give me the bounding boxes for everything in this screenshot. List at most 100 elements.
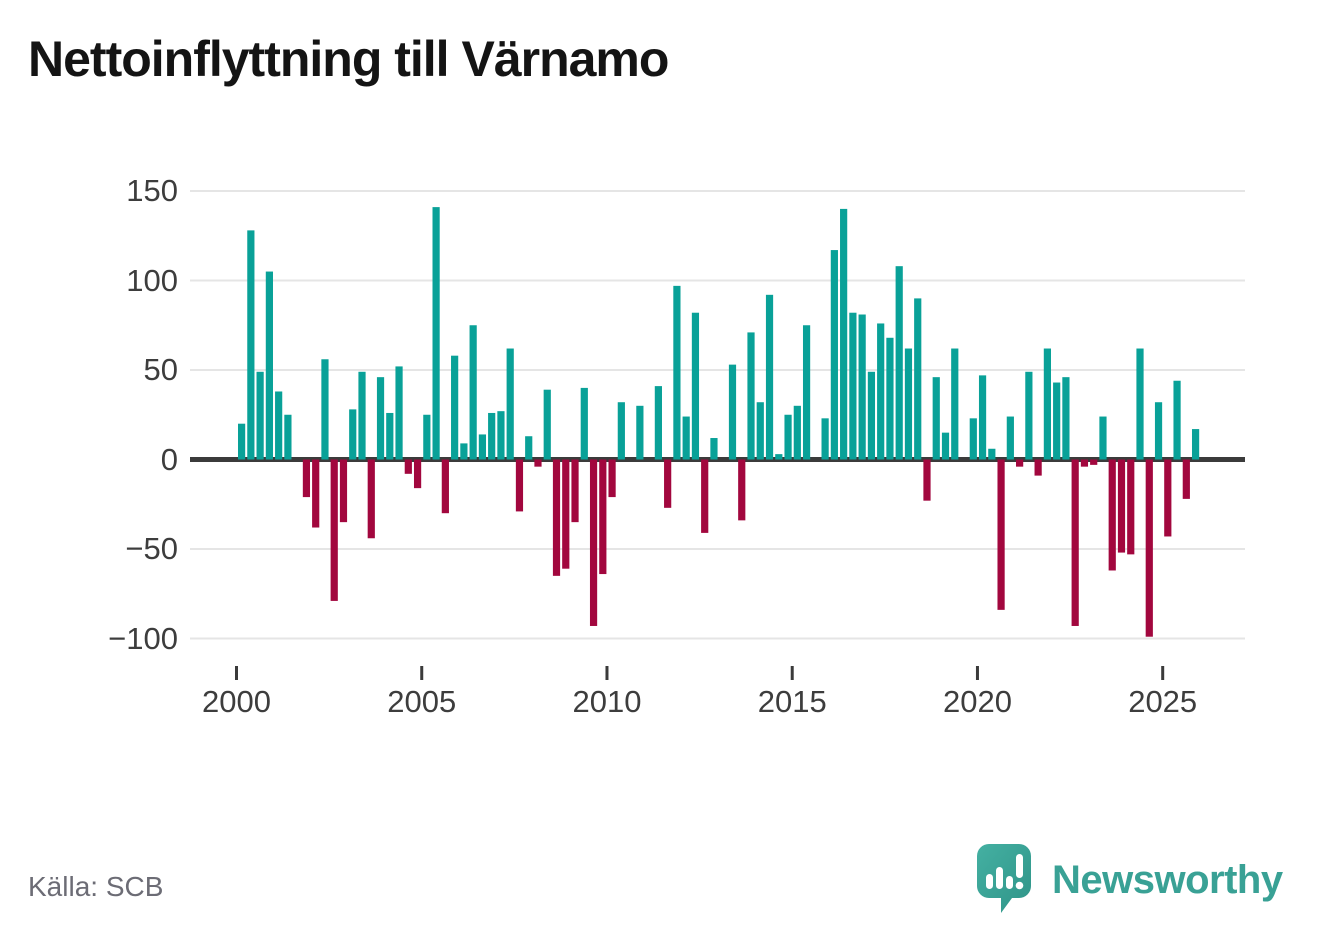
bar-positive bbox=[247, 230, 255, 460]
bar-positive bbox=[580, 387, 588, 460]
bar-negative bbox=[701, 459, 709, 533]
bar-positive bbox=[395, 366, 403, 460]
bar-negative bbox=[664, 459, 672, 508]
bar-positive bbox=[821, 418, 829, 460]
bar-positive bbox=[1053, 382, 1061, 460]
bar-negative bbox=[552, 459, 561, 576]
bar-positive bbox=[1062, 377, 1070, 460]
speech-bubble-shape bbox=[977, 844, 1031, 913]
y-axis-label-0: 0 bbox=[160, 441, 178, 477]
bar-negative bbox=[312, 459, 320, 528]
bar-positive bbox=[691, 312, 700, 460]
bar-positive bbox=[932, 377, 940, 460]
bar-negative bbox=[302, 459, 311, 498]
bar-negative bbox=[404, 459, 412, 474]
chart-title: Nettoinflyttning till Värnamo bbox=[28, 31, 669, 87]
bar-positive bbox=[376, 377, 385, 460]
bar-negative bbox=[997, 459, 1005, 610]
bar-positive bbox=[358, 371, 366, 460]
bar-positive bbox=[765, 294, 774, 460]
bar-positive bbox=[543, 389, 551, 460]
x-axis-label-2000: 2000 bbox=[202, 684, 271, 719]
bar-negative bbox=[1145, 459, 1153, 637]
x-axis-label-2005: 2005 bbox=[387, 684, 457, 719]
bar-positive bbox=[1173, 380, 1181, 460]
bar-positive bbox=[978, 375, 987, 460]
bar-positive bbox=[321, 359, 329, 460]
bar-positive bbox=[1043, 348, 1051, 460]
bar-negative bbox=[1080, 459, 1089, 467]
bar-positive bbox=[1136, 348, 1144, 460]
bar-negative bbox=[1090, 459, 1098, 465]
bar-positive bbox=[1025, 371, 1033, 460]
bar-positive bbox=[886, 337, 894, 460]
bar-positive bbox=[386, 412, 394, 460]
y-axis-label-50: 50 bbox=[143, 352, 178, 387]
logo-exclamation-dot bbox=[1015, 881, 1024, 890]
bar-positive bbox=[284, 414, 292, 460]
bar-positive bbox=[617, 402, 625, 460]
bar-negative bbox=[589, 459, 598, 626]
bar-positive bbox=[747, 332, 755, 460]
bar-positive bbox=[636, 405, 644, 460]
bar-positive bbox=[497, 411, 505, 460]
bar-negative bbox=[571, 459, 579, 523]
bar-positive bbox=[275, 391, 283, 460]
bar-positive bbox=[469, 325, 477, 460]
bar-negative bbox=[330, 459, 338, 601]
bar-positive bbox=[1154, 402, 1163, 460]
bar-negative bbox=[1108, 459, 1116, 571]
bar-positive bbox=[349, 409, 357, 460]
bar-positive bbox=[478, 434, 487, 460]
bar-positive bbox=[1006, 416, 1014, 460]
bar-positive bbox=[1191, 429, 1200, 460]
x-axis-label-2020: 2020 bbox=[942, 684, 1012, 719]
bar-positive bbox=[969, 418, 977, 460]
bar-positive bbox=[423, 414, 431, 460]
bar-positive bbox=[432, 207, 440, 460]
logo-bar-2 bbox=[996, 867, 1003, 889]
bar-positive bbox=[460, 443, 468, 460]
bar-positive bbox=[914, 298, 922, 460]
bar-positive bbox=[710, 438, 718, 460]
bar-negative bbox=[1117, 459, 1126, 553]
bar-positive bbox=[840, 208, 848, 460]
y-axis-label--100: −100 bbox=[108, 620, 178, 656]
bar-positive bbox=[728, 364, 737, 460]
bar-negative bbox=[339, 459, 348, 523]
bar-positive bbox=[256, 371, 264, 460]
bar-positive bbox=[525, 436, 533, 460]
bar-positive bbox=[756, 402, 764, 460]
bar-negative bbox=[367, 459, 375, 539]
bar-negative bbox=[608, 459, 616, 498]
bar-positive bbox=[951, 348, 959, 460]
bar-positive bbox=[238, 423, 246, 460]
bar-negative bbox=[1127, 459, 1135, 555]
bar-positive bbox=[904, 348, 913, 460]
bar-positive bbox=[654, 386, 662, 460]
bar-positive bbox=[858, 314, 866, 460]
bar-positive bbox=[802, 325, 811, 460]
bar-negative bbox=[534, 459, 542, 467]
bar-negative bbox=[1182, 459, 1190, 499]
bar-positive bbox=[265, 271, 273, 460]
source-note: Källa: SCB bbox=[28, 871, 164, 902]
x-axis-label-2015: 2015 bbox=[757, 684, 827, 719]
bar-positive bbox=[867, 371, 876, 460]
bar-positive bbox=[849, 312, 857, 460]
y-axis-label-150: 150 bbox=[126, 173, 178, 208]
bar-negative bbox=[515, 459, 524, 512]
bar-positive bbox=[682, 416, 690, 460]
bar-negative bbox=[1164, 459, 1172, 537]
y-axis-label--50: −50 bbox=[125, 531, 178, 566]
logo-bar-3 bbox=[1006, 876, 1013, 889]
bar-positive bbox=[877, 323, 885, 460]
y-axis-label-100: 100 bbox=[126, 262, 178, 298]
bar-positive bbox=[784, 414, 792, 460]
bar-positive bbox=[451, 355, 459, 460]
bar-negative bbox=[1034, 459, 1042, 476]
bar-negative bbox=[562, 459, 570, 569]
bar-positive bbox=[506, 348, 514, 460]
bar-positive bbox=[895, 266, 903, 460]
